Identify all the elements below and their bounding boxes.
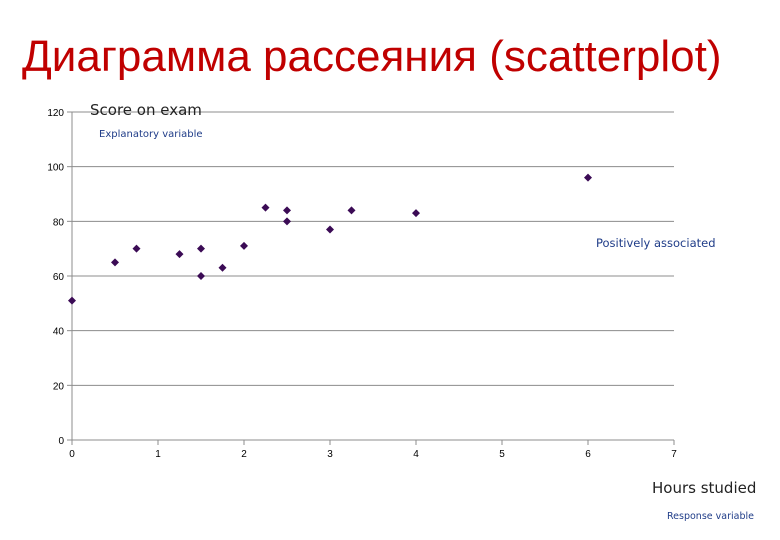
x-tick-label: 0	[69, 449, 75, 460]
data-point	[412, 209, 420, 218]
data-point	[584, 173, 592, 182]
data-point	[347, 206, 356, 215]
data-point	[68, 296, 76, 305]
x-tick-label: 5	[499, 449, 505, 460]
data-point	[197, 272, 205, 280]
x-tick-label: 2	[241, 449, 247, 460]
x-tick-label: 3	[327, 449, 333, 460]
data-point	[326, 225, 334, 234]
data-point	[283, 217, 291, 226]
data-point	[240, 241, 248, 250]
data-point	[218, 263, 227, 272]
association-annotation: Positively associated	[596, 236, 716, 250]
x-tick-label: 7	[671, 449, 677, 460]
y-axis-label: Score on exam	[90, 101, 202, 119]
x-axis-note: Response variable	[667, 511, 754, 522]
y-tick-label: 60	[53, 272, 65, 283]
y-axis-note: Explanatory variable	[99, 129, 203, 140]
data-point	[175, 250, 184, 259]
y-tick-label: 100	[47, 163, 64, 174]
x-axis-label: Hours studied	[652, 479, 757, 497]
y-tick-label: 40	[53, 327, 65, 338]
y-tick-label: 20	[53, 381, 65, 392]
slide-title: Диаграмма рассеяния (scatterplot)	[22, 32, 722, 81]
y-tick-label: 80	[53, 217, 65, 228]
data-point	[132, 244, 141, 253]
x-tick-label: 6	[585, 449, 591, 460]
x-tick-label: 4	[413, 449, 419, 460]
data-point	[197, 244, 205, 253]
data-point	[283, 206, 291, 215]
data-point	[111, 258, 119, 267]
y-tick-label: 120	[47, 108, 64, 119]
y-tick-label: 0	[58, 436, 64, 447]
data-point	[261, 203, 270, 212]
x-tick-label: 1	[155, 449, 161, 460]
